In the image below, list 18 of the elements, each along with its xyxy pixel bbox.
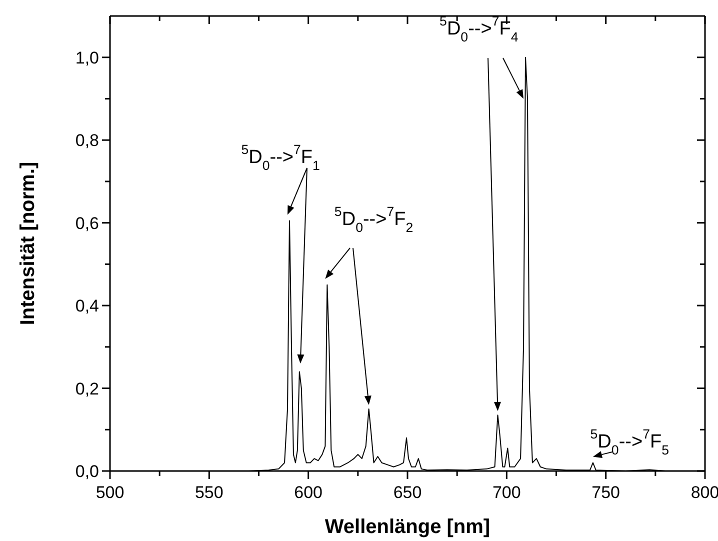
y-tick-label: 0,6 (75, 214, 99, 233)
x-tick-label: 550 (194, 483, 224, 502)
x-tick-label: 600 (294, 483, 323, 502)
y-tick-label: 0,2 (75, 379, 99, 398)
y-axis-title: Intensität [norm.] (17, 162, 39, 326)
annotation: $^{5}$D$_{0}$-->$^{7}$F$_{5}$ (590, 426, 669, 458)
x-tick-label: 650 (393, 483, 422, 502)
annotation: $^{5}$D$_{0}$-->$^{7}$F$_{1}$ (241, 142, 320, 173)
x-tick-label: 750 (592, 483, 620, 502)
x-tick-label: 500 (96, 483, 124, 502)
y-tick-label: 0,0 (75, 462, 99, 481)
annotation: $^{5}$D$_{0}$-->$^{7}$F$_{4}$ (440, 14, 518, 45)
annotation: $^{5}$D$_{0}$-->$^{7}$F$_{2}$ (334, 204, 414, 235)
y-tick-label: 1,0 (75, 48, 99, 68)
y-tick-label: 0,8 (75, 131, 99, 150)
y-tick-label: 0,4 (75, 296, 99, 316)
x-axis-title: Wellenlänge [nm] (324, 516, 490, 538)
x-tick-label: 700 (492, 483, 521, 502)
